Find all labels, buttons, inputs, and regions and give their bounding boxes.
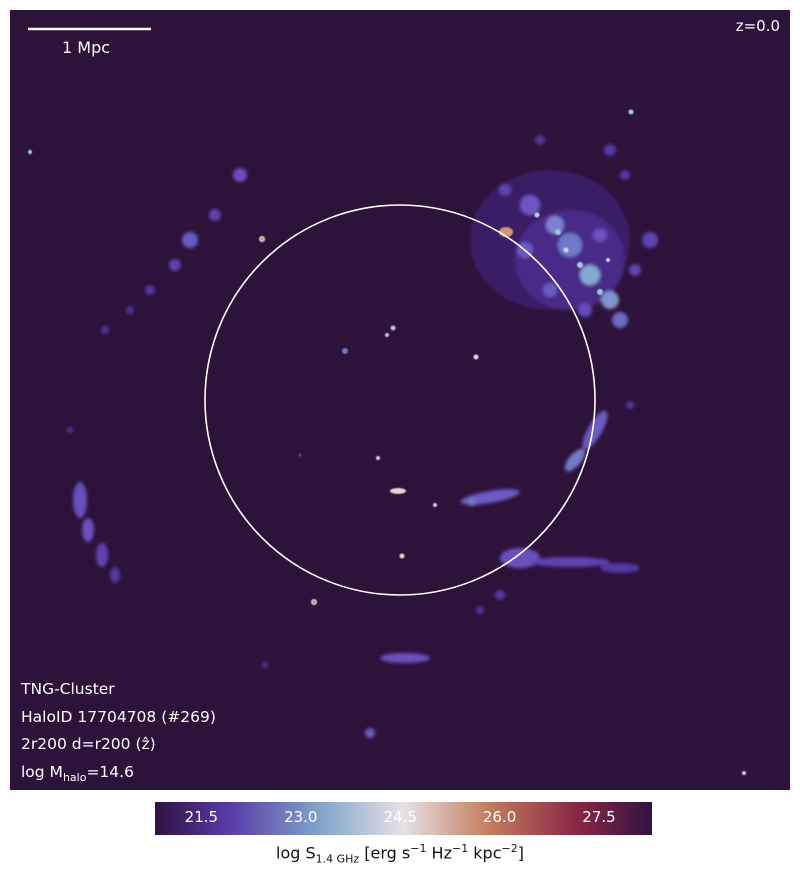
r200-circle bbox=[204, 204, 596, 596]
simulation-name: TNG-Cluster bbox=[21, 680, 115, 698]
emission-upper-right bbox=[470, 135, 658, 328]
colorbar-tick-label: 27.5 bbox=[582, 808, 616, 826]
colorbar bbox=[155, 802, 652, 835]
colorbar-tick-label: 23.0 bbox=[284, 808, 318, 826]
compact-sources bbox=[28, 150, 746, 775]
colorbar-tick-label: 24.5 bbox=[383, 808, 417, 826]
radio-emission-map bbox=[10, 10, 790, 790]
halo-id: HaloID 17704708 (#269) bbox=[21, 707, 216, 726]
colorbar-label: log S1.4 GHz [erg s−1 Hz−1 kpc−2] bbox=[276, 842, 524, 866]
emission-right-arc bbox=[262, 401, 640, 738]
redshift-label: z=0.0 bbox=[735, 17, 780, 35]
map-background bbox=[10, 10, 790, 790]
projection-info: 2r200 d=r200 (ẑ) bbox=[21, 735, 156, 753]
halo-info: TNG-Cluster HaloID 17704708 (#269) 2r200… bbox=[21, 676, 216, 791]
scale-bar-label: 1 Mpc bbox=[62, 38, 111, 57]
colorbar-tick-label: 26.0 bbox=[482, 808, 517, 826]
halo-mass: log Mhalo=14.6 bbox=[21, 762, 134, 784]
emission-left-arc bbox=[67, 168, 247, 583]
colorbar-tick-label: 21.5 bbox=[184, 808, 219, 826]
